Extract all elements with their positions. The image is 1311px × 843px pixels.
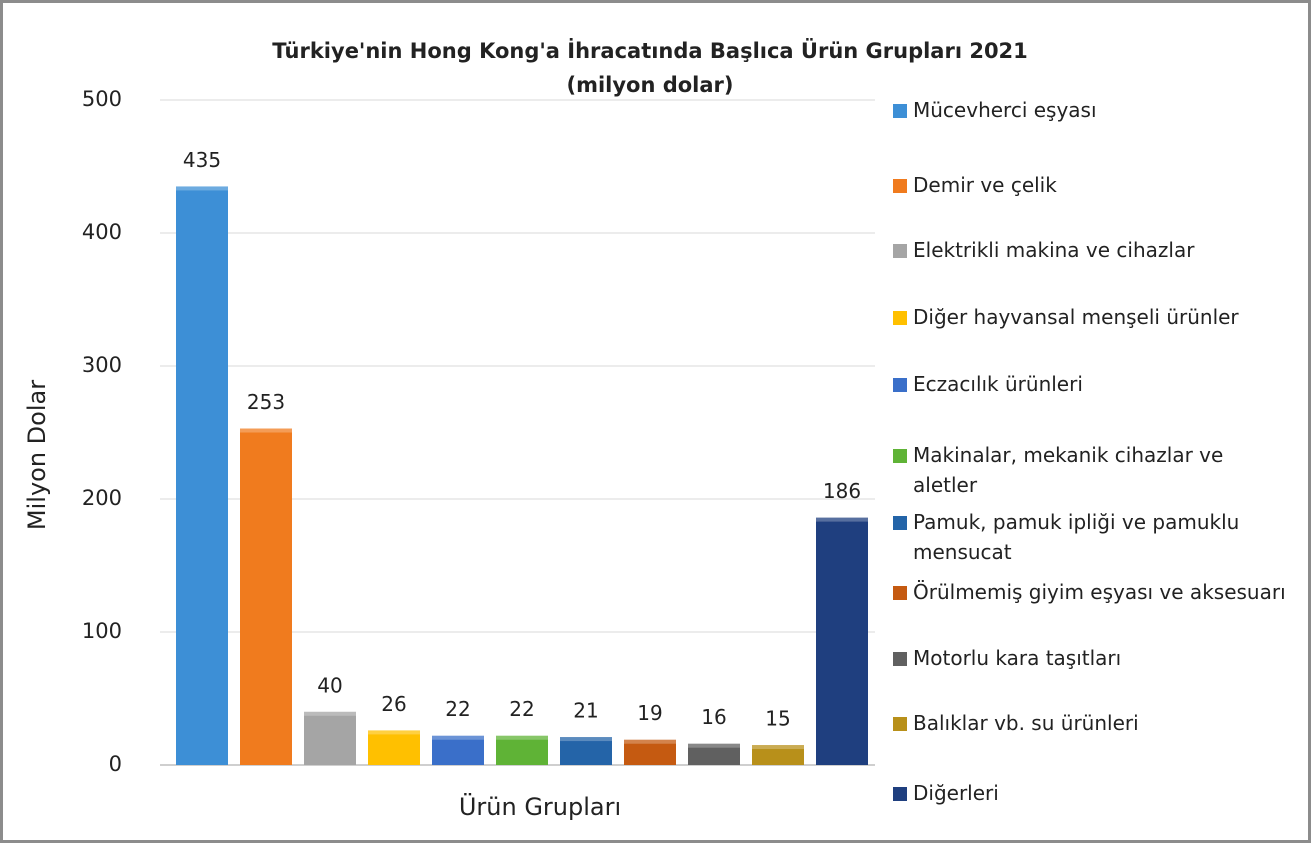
bar-highlight xyxy=(176,186,228,191)
legend-item: Motorlu kara taşıtları xyxy=(893,643,1293,673)
legend-swatch xyxy=(893,449,907,463)
data-label: 40 xyxy=(317,673,342,697)
legend-swatch xyxy=(893,652,907,666)
legend-swatch xyxy=(893,378,907,392)
bar-highlight xyxy=(496,735,548,740)
data-label: 186 xyxy=(823,479,861,503)
legend-item: Örülmemiş giyim eşyası ve aksesuarı xyxy=(893,577,1293,607)
data-label: 26 xyxy=(381,692,406,716)
bar xyxy=(304,711,356,765)
bar xyxy=(816,517,868,765)
bar-highlight xyxy=(752,745,804,750)
legend-label: Örülmemiş giyim eşyası ve aksesuarı xyxy=(913,580,1286,604)
bar-highlight xyxy=(688,743,740,748)
bar xyxy=(624,739,676,765)
y-tick-label: 0 xyxy=(109,752,122,776)
bar xyxy=(688,743,740,765)
legend-label: Diğer hayvansal menşeli ürünler xyxy=(913,305,1239,329)
bar xyxy=(496,735,548,765)
bar-highlight xyxy=(240,428,292,433)
legend-label: Elektrikli makina ve cihazlar xyxy=(913,238,1195,262)
bar xyxy=(240,428,292,765)
y-tick-label: 100 xyxy=(82,619,122,643)
legend-label: Balıklar vb. su ürünleri xyxy=(913,711,1139,735)
legend-item: Diğer hayvansal menşeli ürünler xyxy=(893,302,1293,332)
legend-label: Demir ve çelik xyxy=(913,173,1057,197)
legend-label: Eczacılık ürünleri xyxy=(913,372,1083,396)
legend-label: Pamuk, pamuk ipliği ve pamuklu mensucat xyxy=(913,510,1240,564)
bar xyxy=(752,745,804,765)
data-label: 21 xyxy=(573,699,598,723)
x-axis-label: Ürün Grupları xyxy=(459,792,621,821)
chart-title: Türkiye'nin Hong Kong'a İhracatında Başl… xyxy=(272,38,1028,63)
bar-highlight xyxy=(432,735,484,740)
legend-label: Motorlu kara taşıtları xyxy=(913,646,1122,670)
legend-item: Eczacılık ürünleri xyxy=(893,369,1293,399)
legend-label: Diğerleri xyxy=(913,781,999,805)
bar xyxy=(432,735,484,765)
y-tick-label: 200 xyxy=(82,486,122,510)
data-label: 22 xyxy=(509,697,534,721)
data-label: 435 xyxy=(183,148,221,172)
legend-item: Mücevherci eşyası xyxy=(893,95,1293,125)
bar xyxy=(368,730,420,765)
y-tick-label: 300 xyxy=(82,353,122,377)
legend-swatch xyxy=(893,104,907,118)
legend-item: Balıklar vb. su ürünleri xyxy=(893,708,1293,738)
data-label: 22 xyxy=(445,697,470,721)
bar-highlight xyxy=(560,737,612,742)
y-axis-label: Milyon Dolar xyxy=(23,380,51,530)
y-tick-label: 500 xyxy=(82,87,122,111)
legend-item: Diğerleri xyxy=(893,778,1293,808)
legend-item: Elektrikli makina ve cihazlar xyxy=(893,235,1293,265)
bar-highlight xyxy=(816,517,868,522)
legend-swatch xyxy=(893,244,907,258)
data-label: 253 xyxy=(247,390,285,414)
legend-item: Demir ve çelik xyxy=(893,170,1293,200)
legend-swatch xyxy=(893,586,907,600)
data-label: 19 xyxy=(637,701,662,725)
legend-item: Makinalar, mekanik cihazlar ve aletler xyxy=(893,440,1293,500)
bar-highlight xyxy=(368,730,420,735)
legend-swatch xyxy=(893,311,907,325)
legend-label: Makinalar, mekanik cihazlar ve aletler xyxy=(913,443,1224,497)
legend-swatch xyxy=(893,179,907,193)
bar xyxy=(560,737,612,765)
legend-swatch xyxy=(893,516,907,530)
legend-swatch xyxy=(893,717,907,731)
data-label: 15 xyxy=(765,707,790,731)
legend-swatch xyxy=(893,787,907,801)
legend-label: Mücevherci eşyası xyxy=(913,98,1097,122)
y-tick-label: 400 xyxy=(82,220,122,244)
legend-item: Pamuk, pamuk ipliği ve pamuklu mensucat xyxy=(893,507,1293,567)
bar-highlight xyxy=(624,739,676,744)
chart-subtitle: (milyon dolar) xyxy=(566,73,733,97)
bar xyxy=(176,186,228,765)
bar-highlight xyxy=(304,711,356,716)
data-label: 16 xyxy=(701,705,726,729)
